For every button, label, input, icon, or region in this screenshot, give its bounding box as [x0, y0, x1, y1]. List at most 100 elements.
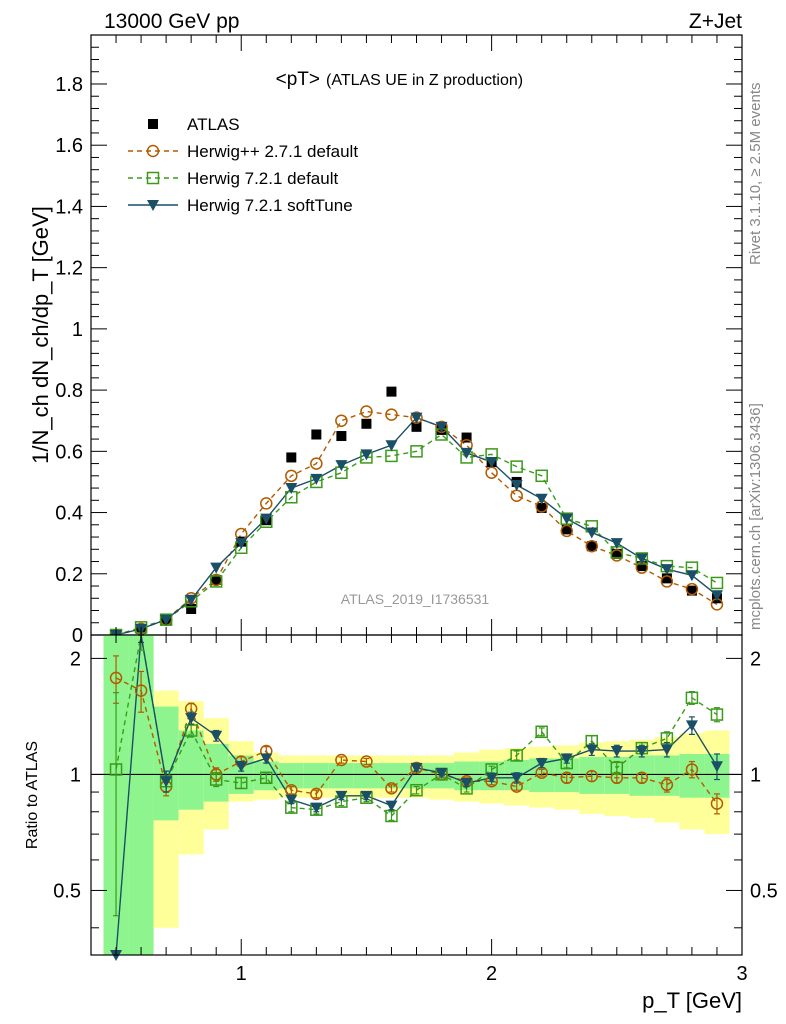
main-point-atlas	[561, 524, 572, 535]
main-y-tick-label: 1	[72, 319, 83, 341]
main-point-atlas	[536, 502, 547, 513]
mcplots-label: mcplots.cern.ch [arXiv:1306.3436]	[747, 403, 764, 630]
main-point-atlas	[661, 573, 672, 584]
ratio-point-herwig_softtune	[160, 776, 173, 788]
main-y-tick-label: 0.8	[55, 380, 83, 402]
ratio-xlabel: p_T [GeV]	[642, 988, 742, 1013]
main-watermark: ATLAS_2019_I1736531	[341, 591, 490, 607]
main-point-atlas	[461, 432, 472, 443]
main-point-herwig_softtune	[235, 538, 248, 550]
main-point-herwig_softtune	[510, 480, 523, 491]
main-series-line-herwig_default	[115, 433, 718, 636]
legend-label-herwig_default: Herwig 7.2.1 default	[187, 169, 338, 188]
main-point-herwig_softtune	[335, 460, 348, 472]
main-point-herwig_softtune	[685, 570, 698, 582]
ratio-point-herwig_default	[184, 724, 198, 737]
ratio-point-herwig_softtune	[360, 790, 373, 802]
ratio-point-herwig_softtune	[535, 758, 548, 770]
main-point-herwig_default	[535, 469, 548, 483]
ratio-point-herwig_softtune	[560, 753, 573, 765]
main-point-herwigpp	[285, 469, 298, 483]
ratio-point-herwig_softtune	[335, 790, 348, 802]
main-point-atlas	[336, 431, 347, 442]
main-point-herwig_default	[209, 575, 223, 588]
main-point-herwigpp	[660, 575, 674, 588]
ratio-point-herwigpp	[385, 782, 398, 795]
main-panel-axes: 0 0.2 0.4 0.6 0.8 1 1.2 1.4 1.6 1.8	[55, 34, 743, 647]
main-subtitle: (ATLAS UE in Z production)	[326, 72, 523, 89]
main-point-herwig_softtune	[635, 553, 648, 565]
main-point-atlas	[311, 429, 322, 440]
ratio-y-tick-label-right: 0.5	[750, 880, 778, 902]
main-y-tick-label: 0.4	[55, 503, 83, 525]
ratio-point-herwigpp	[360, 755, 373, 768]
ratio-point-herwigpp	[109, 671, 123, 685]
main-point-herwig_softtune	[610, 538, 623, 550]
ratio-point-herwig_softtune	[460, 778, 473, 790]
main-ylabel: 1/N_ch dN_ch/dp_T [GeV]	[28, 206, 53, 464]
ratio-point-herwig_softtune	[260, 753, 273, 765]
main-point-atlas	[186, 603, 197, 614]
ratio-y-tick-label-right: 1	[750, 764, 761, 786]
main-point-herwig_softtune	[285, 483, 298, 495]
ratio-point-herwig_default	[535, 725, 548, 739]
ratio-y-tick-label: 2	[70, 648, 81, 670]
legend-label-herwig_softtune: Herwig 7.2.1 softTune	[187, 196, 353, 215]
main-y-tick-label: 1.2	[55, 258, 83, 280]
main-point-herwig_softtune	[585, 527, 598, 539]
ratio-point-herwig_softtune	[585, 744, 598, 756]
main-point-atlas	[586, 541, 597, 552]
main-point-herwig_softtune	[210, 562, 223, 574]
main-point-herwig_softtune	[435, 421, 448, 433]
main-point-herwig_softtune	[660, 564, 673, 576]
ratio-point-herwig_softtune	[610, 746, 623, 758]
main-point-herwig_softtune	[710, 590, 723, 602]
ratio-point-herwig_softtune	[385, 800, 398, 812]
main-point-herwig_softtune	[385, 440, 398, 452]
ratio-panel-axes: 0.5 0.5 1 1 2 2 1 2 3	[53, 634, 778, 985]
ratio-y-tick-label: 1	[70, 764, 81, 786]
ratio-point-herwig_softtune	[285, 794, 298, 806]
main-point-herwig_softtune	[360, 449, 373, 461]
ratio-point-herwig_default	[209, 773, 223, 786]
ratio-point-herwigpp	[134, 684, 148, 697]
ratio-point-herwigpp	[560, 771, 573, 785]
ratio-point-herwig_softtune	[235, 761, 248, 773]
main-point-atlas	[286, 452, 297, 463]
main-point-herwig_softtune	[260, 513, 273, 525]
ratio-point-herwig_default	[260, 771, 273, 785]
main-point-atlas	[211, 574, 222, 585]
main-point-atlas	[361, 418, 372, 429]
main-point-herwig_softtune	[485, 457, 498, 469]
ratio-point-herwigpp	[585, 769, 599, 783]
main-point-herwigpp	[260, 497, 273, 510]
main-y-tick-label: 1.8	[55, 74, 83, 96]
main-point-herwig_softtune	[410, 412, 423, 424]
ratio-x-tick-label: 1	[236, 963, 247, 985]
main-y-tick-label: 0.2	[55, 564, 83, 586]
ratio-point-herwig_softtune	[185, 713, 198, 725]
main-y-tick-label: 1.6	[55, 135, 83, 157]
ratio-point-herwig_softtune	[310, 802, 323, 814]
ratio-point-herwigpp	[660, 778, 674, 792]
main-point-herwigpp	[585, 539, 599, 553]
ratio-point-herwig_softtune	[685, 720, 698, 732]
ratio-band-inner	[328, 763, 354, 789]
main-point-herwig_softtune	[185, 594, 198, 606]
ratio-point-herwig_softtune	[410, 762, 423, 774]
main-point-atlas	[686, 585, 697, 596]
ratio-point-herwig_softtune	[210, 730, 223, 742]
ratio-point-herwig_softtune	[435, 767, 448, 779]
ratio-point-herwigpp	[635, 771, 649, 785]
ratio-ylabel: Ratio to ATLAS	[24, 741, 41, 849]
ratio-point-herwig_default	[685, 691, 699, 705]
main-point-herwig_default	[710, 576, 724, 590]
ratio-x-tick-label: 2	[486, 963, 497, 985]
ratio-point-herwigpp	[685, 763, 699, 776]
rivet-label: Rivet 3.1.10, ≥ 2.5M events	[747, 83, 764, 266]
legend-label-herwigpp: Herwig++ 2.7.1 default	[187, 142, 358, 161]
main-point-herwig_default	[510, 460, 523, 473]
ratio-point-herwig_default	[234, 776, 248, 790]
main-point-herwig_softtune	[310, 473, 323, 485]
ratio-band-inner	[153, 706, 179, 821]
